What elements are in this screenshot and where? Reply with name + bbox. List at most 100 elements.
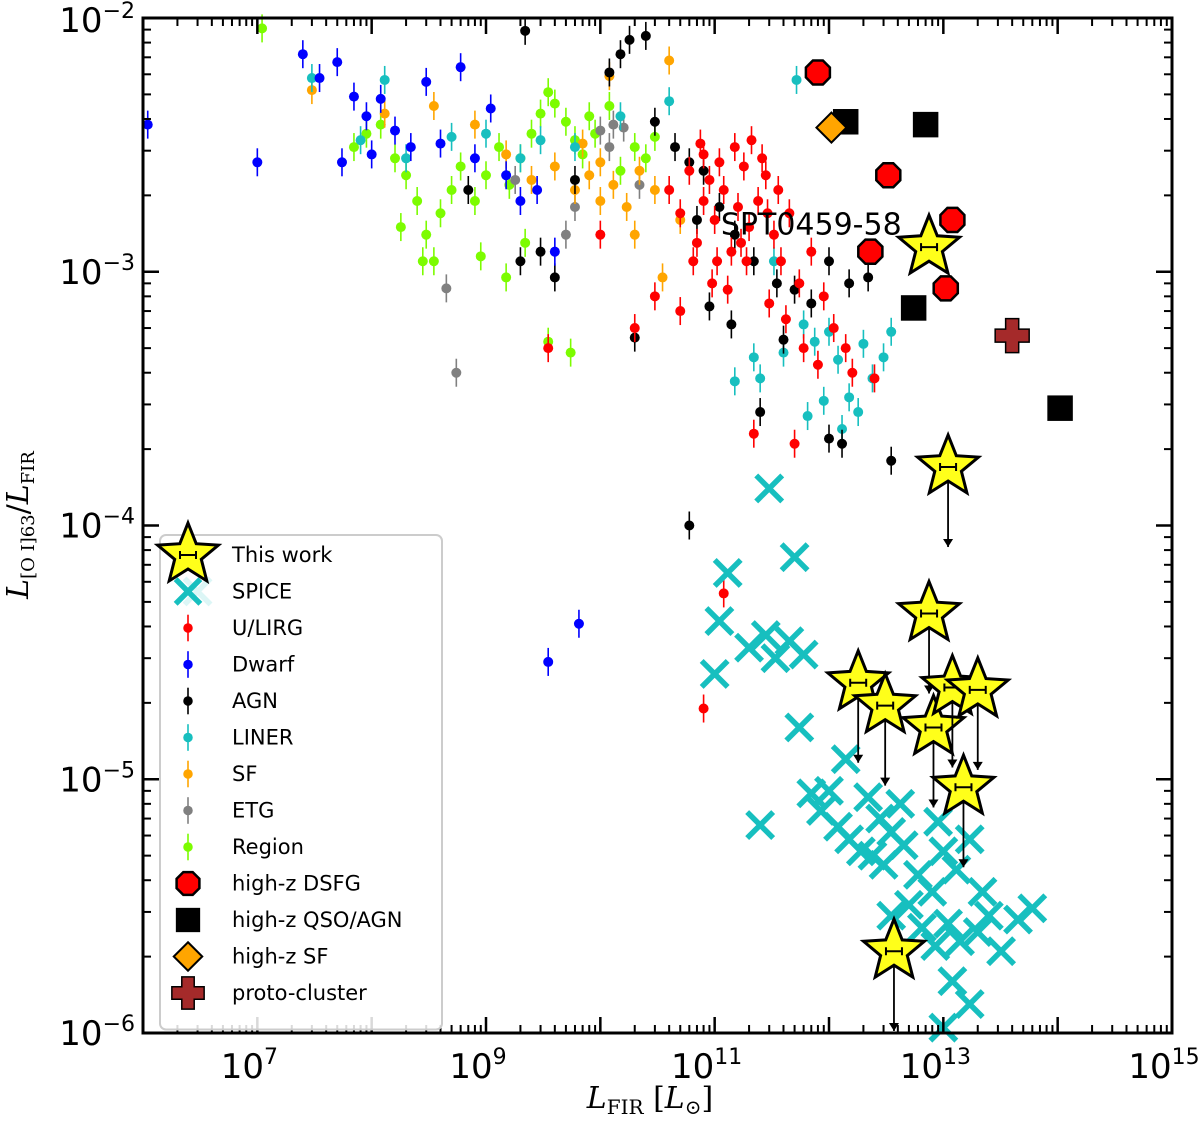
- point-u-lirg-20: [828, 314, 839, 343]
- series-high-z-dsfg: [804, 59, 966, 302]
- point-spice-38: [937, 966, 968, 997]
- point-u-lirg-11: [744, 213, 755, 242]
- legend-label: high-z SF: [232, 945, 328, 969]
- point-u-lirg-8: [726, 237, 737, 266]
- legend-item-region: Region: [183, 833, 304, 861]
- point-region-28: [629, 133, 640, 162]
- point-etg-4: [595, 116, 606, 145]
- point-region-9: [435, 199, 446, 228]
- legend-marker: [175, 870, 201, 897]
- point-spice-7: [750, 620, 781, 651]
- point-agn-1: [615, 40, 626, 69]
- point-u-lirg-44: [675, 297, 686, 326]
- point-spice-41: [853, 782, 884, 813]
- point-region-33: [395, 213, 406, 242]
- point-u-lirg-39: [595, 220, 606, 249]
- point-region-1: [348, 133, 359, 162]
- point-proto-cluster-0: [994, 317, 1030, 354]
- legend-item-etg: ETG: [183, 797, 274, 824]
- point-u-lirg-23: [714, 148, 725, 177]
- point-region-37: [520, 228, 531, 257]
- point-region-10: [446, 175, 457, 204]
- point-sf-5: [526, 165, 537, 194]
- point-dwarf-20: [573, 609, 584, 638]
- x-tick-label-0: 107: [221, 1045, 278, 1087]
- legend-label: Dwarf: [232, 653, 295, 677]
- series-u-lirg: [543, 126, 880, 723]
- point-u-lirg-34: [847, 358, 858, 387]
- point-dwarf-13: [469, 144, 480, 173]
- point-agn-29: [726, 310, 737, 339]
- point-liner-3: [401, 144, 412, 173]
- point-sf-8: [584, 161, 595, 190]
- legend-item-high-z-sf: high-z SF: [172, 940, 328, 973]
- point-agn-6: [670, 133, 681, 162]
- point-agn-15: [824, 247, 834, 276]
- point-spice-30: [906, 912, 937, 943]
- point-spice-25: [928, 836, 959, 867]
- legend-label: This work: [231, 543, 333, 567]
- point-spice-24: [917, 876, 948, 907]
- point-this-work-4: [850, 669, 920, 735]
- point-spice-47: [920, 931, 951, 962]
- legend-item-sf: SF: [183, 760, 257, 788]
- point-region-24: [584, 102, 595, 131]
- point-etg-2: [560, 220, 571, 249]
- point-agn-9: [714, 192, 725, 221]
- point-u-lirg-14: [768, 220, 779, 249]
- point-dwarf-9: [405, 133, 416, 162]
- point-dwarf-10: [421, 67, 432, 96]
- point-u-lirg-41: [698, 694, 709, 723]
- series-high-z-qso-agn: [832, 109, 1073, 421]
- point-u-lirg-40: [718, 579, 729, 608]
- point-u-lirg-15: [775, 247, 786, 276]
- point-sf-9: [595, 187, 606, 216]
- point-liner-7: [535, 126, 546, 155]
- point-u-lirg-37: [629, 314, 640, 343]
- point-this-work-8: [929, 751, 998, 817]
- point-sf-1: [379, 99, 390, 128]
- series-this-work: [823, 211, 1013, 1031]
- point-spice-43: [885, 788, 916, 819]
- point-dwarf-4: [332, 48, 343, 77]
- series-proto-cluster: [994, 317, 1030, 354]
- point-u-lirg-30: [764, 289, 775, 318]
- point-liner-28: [748, 343, 759, 372]
- point-dwarf-3: [314, 64, 325, 93]
- point-spice-6: [734, 632, 765, 663]
- point-u-lirg-35: [869, 364, 880, 393]
- point-etg-5: [608, 110, 619, 139]
- point-agn-0: [520, 16, 531, 45]
- legend-marker: [183, 687, 193, 715]
- point-spice-46: [967, 876, 998, 907]
- point-u-lirg-3: [691, 228, 702, 257]
- point-u-lirg-5: [704, 165, 715, 194]
- point-u-lirg-28: [722, 275, 733, 304]
- legend-item-dwarf: Dwarf: [183, 651, 295, 678]
- point-liner-12: [729, 367, 740, 396]
- point-spice-39: [954, 989, 985, 1020]
- point-agn-11: [748, 247, 759, 276]
- point-u-lirg-48: [712, 247, 723, 276]
- point-agn-19: [824, 424, 834, 453]
- upper-limit-arrow: [947, 759, 958, 768]
- point-region-18: [535, 99, 546, 128]
- legend-marker: [183, 651, 193, 678]
- point-agn-21: [684, 511, 695, 540]
- point-region-26: [604, 91, 615, 120]
- point-agn-14: [806, 289, 817, 318]
- point-sf-2: [428, 91, 439, 120]
- point-spice-4: [704, 606, 735, 637]
- legend-label: SPICE: [232, 580, 292, 604]
- point-u-lirg-29: [741, 247, 752, 276]
- point-this-work-2: [894, 577, 964, 643]
- x-tick-label-3: 1013: [900, 1045, 971, 1087]
- point-u-lirg-31: [780, 305, 791, 334]
- point-u-lirg-32: [798, 334, 809, 363]
- point-agn-18: [886, 446, 897, 475]
- point-agn-22: [549, 263, 560, 292]
- point-u-lirg-21: [840, 334, 851, 363]
- point-agn-12: [771, 269, 782, 298]
- point-agn-25: [569, 165, 580, 194]
- point-liner-2: [355, 126, 366, 155]
